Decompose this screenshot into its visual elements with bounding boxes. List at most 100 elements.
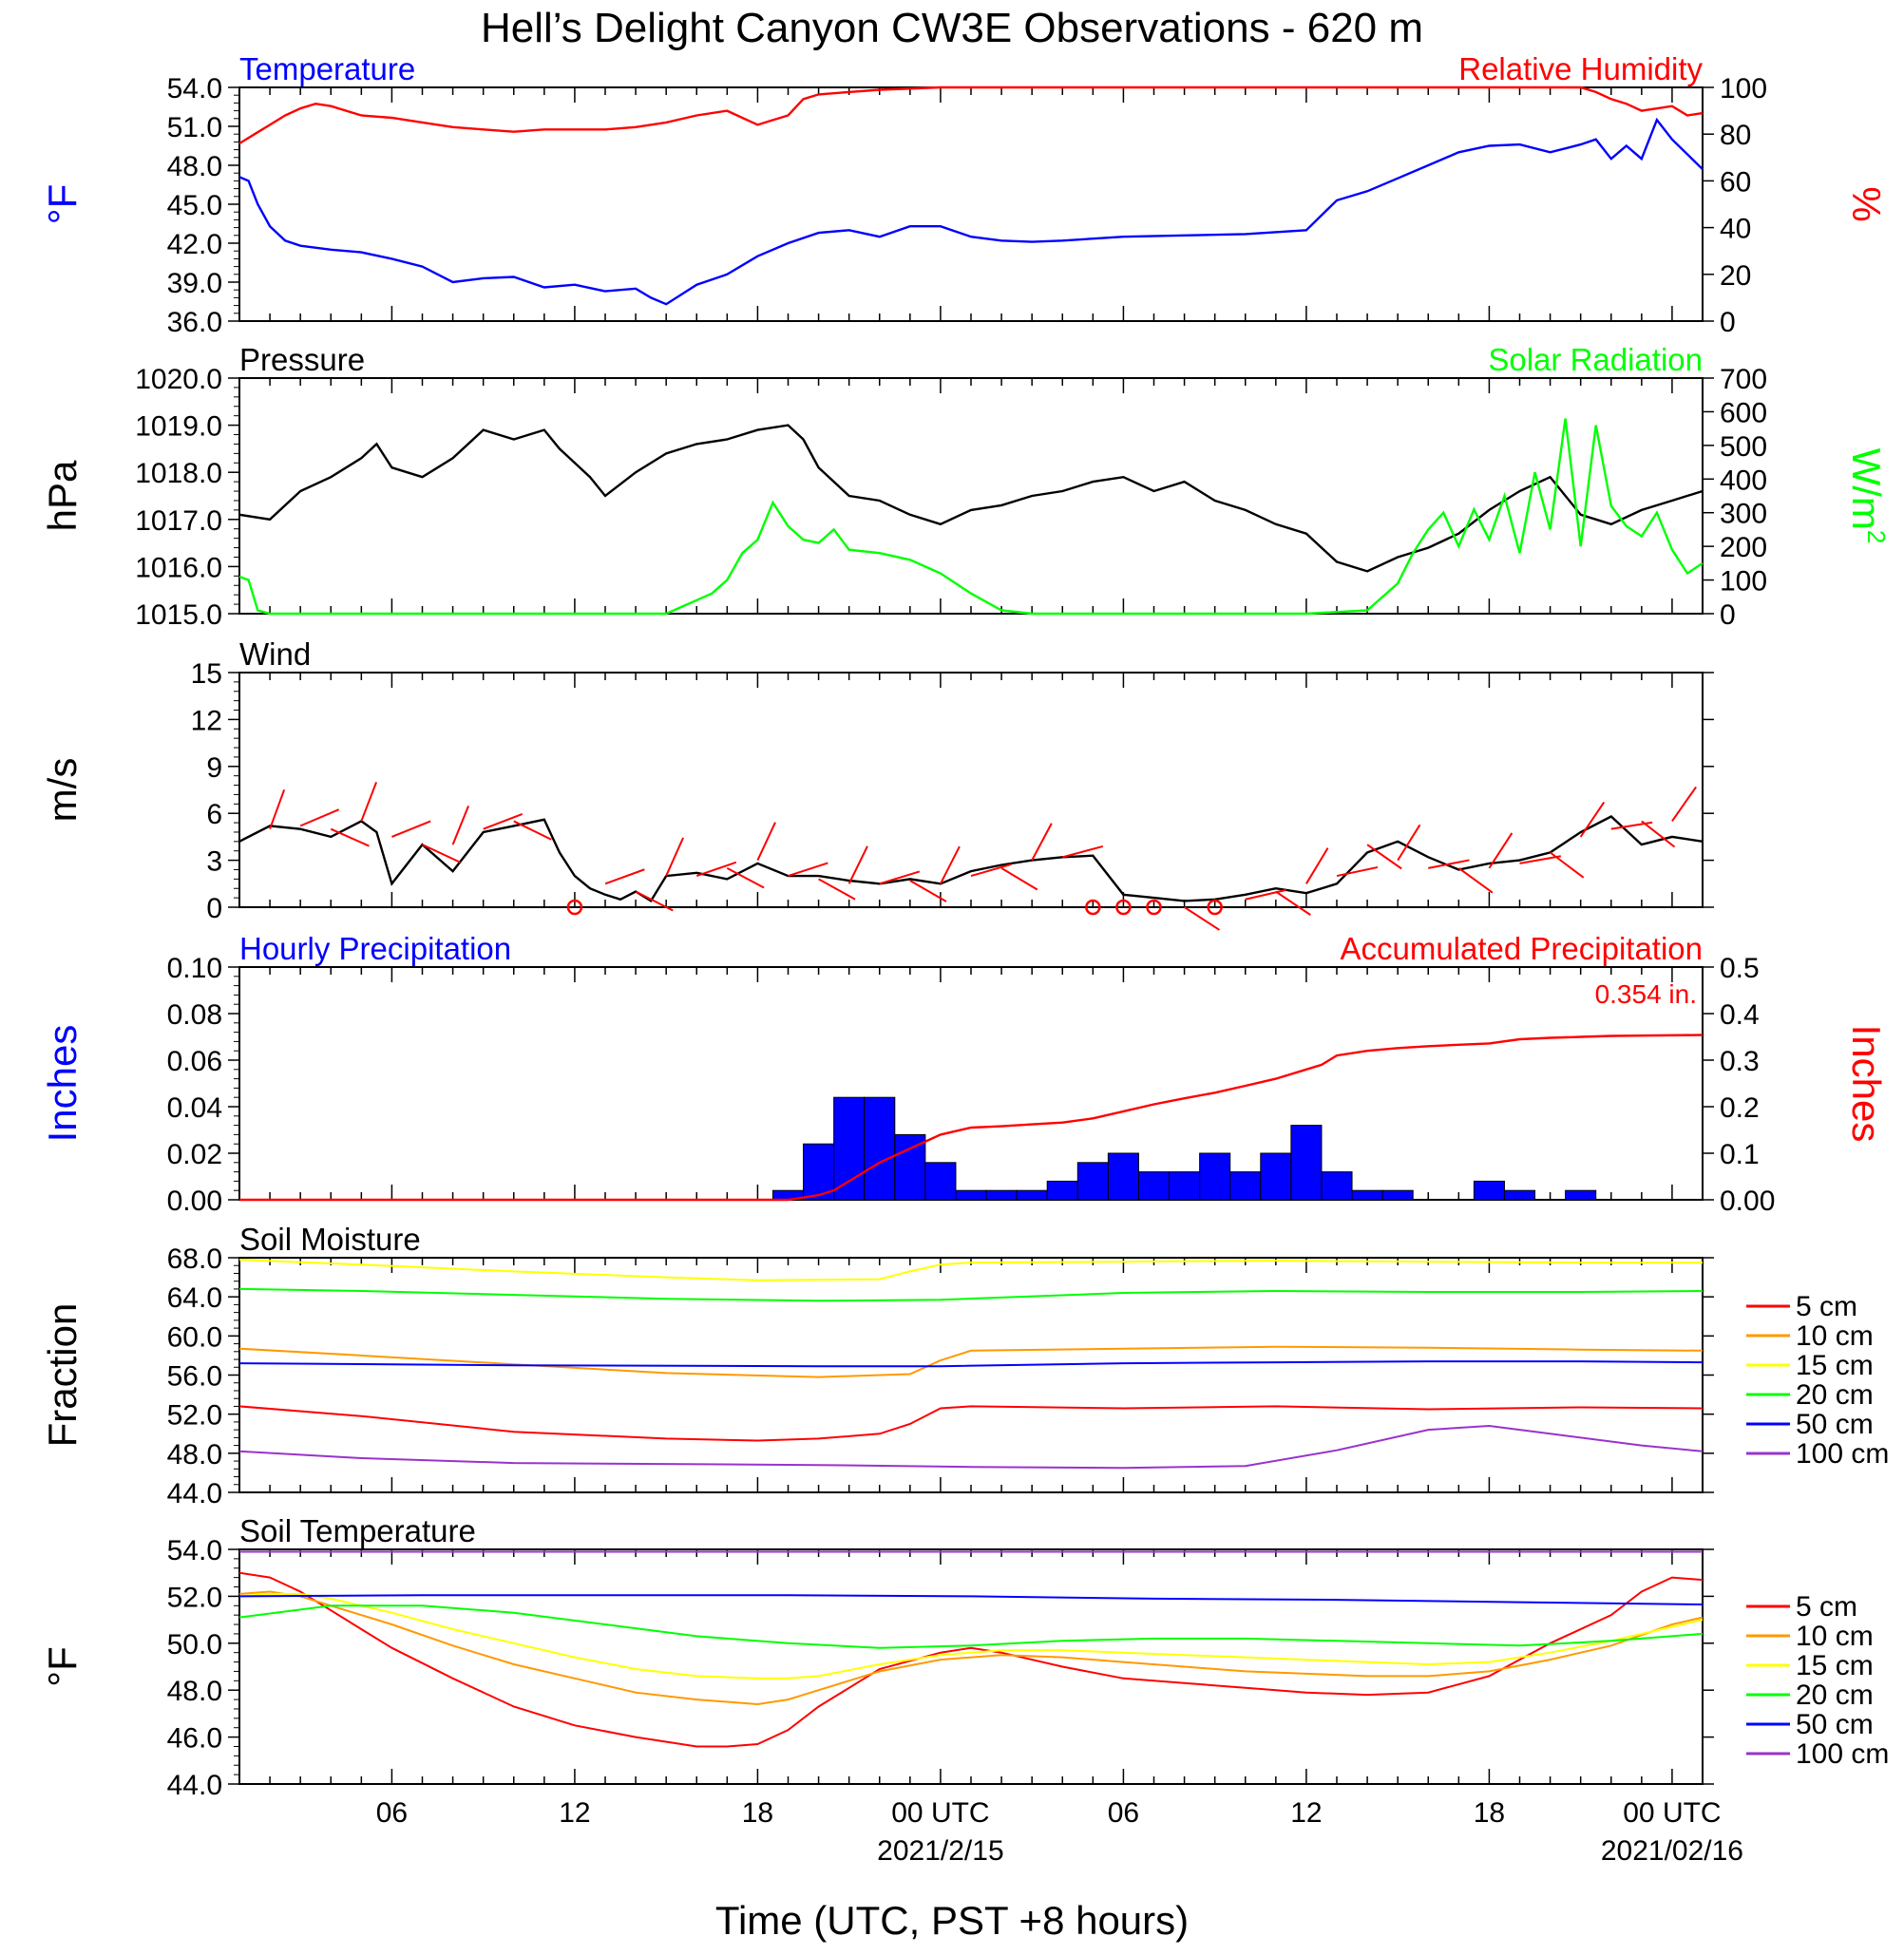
- 100-cm-depth_100-line: [238, 1424, 1704, 1470]
- wind-barb: [1428, 859, 1470, 869]
- y-axis-label-left: °F: [40, 184, 85, 224]
- y-left-tick-label: 39.0: [167, 268, 222, 299]
- 20-cm-depth_20-line: [238, 1287, 1704, 1302]
- panel-title-right: Solar Radiation: [1488, 342, 1703, 377]
- x-date-label: 2021/02/16: [1601, 1835, 1743, 1867]
- wind-barb: [391, 820, 431, 838]
- plot-frame: [238, 86, 1704, 322]
- wind-barb: [635, 890, 674, 912]
- y-left-tick-label: 48.0: [167, 1439, 222, 1471]
- wind-barb: [483, 812, 524, 830]
- calm-wind-marker: [1085, 899, 1101, 916]
- y-right-tick-label: 0.2: [1720, 1092, 1760, 1124]
- legend-label: 10 cm: [1796, 1320, 1874, 1352]
- wind-barb: [847, 845, 868, 884]
- 20-cm-depth_20-line: [238, 1604, 1704, 1649]
- panel-pressure-solar: 1020.0 1019.0 1018.0 1017.0 1016.0 1015.0 7006…: [40, 342, 1891, 631]
- precip-bar: [1473, 1180, 1505, 1201]
- y-left-tick-label: 64.0: [167, 1282, 222, 1314]
- panel-title-left: Pressure: [239, 342, 365, 377]
- y-left-tick-label: 52.0: [167, 1400, 222, 1432]
- precip-bar: [833, 1096, 866, 1201]
- wind-barb: [422, 844, 461, 864]
- precip-bar: [894, 1133, 926, 1201]
- precip-bar: [1321, 1171, 1353, 1201]
- y-left-tick-label: 52.0: [167, 1582, 222, 1613]
- y-left-tick-label: 54.0: [167, 1535, 222, 1566]
- wind-barb: [665, 837, 684, 877]
- wind-barb: [1031, 823, 1053, 862]
- x-date-label: 2021/2/15: [877, 1835, 1003, 1867]
- wind-barb: [1671, 786, 1697, 823]
- 50-cm-depth_50-line: [238, 1360, 1704, 1368]
- wind-barb: [756, 822, 776, 862]
- y-right-tick-label: 500: [1720, 431, 1767, 463]
- precip-bar: [985, 1189, 1018, 1201]
- panel-soil-moisture: 68.0 64.0 60.0 56.0 52.0 48.0 44.0 Soil Moistur…: [40, 1222, 1889, 1509]
- y-axis-label-left: Fraction: [40, 1303, 85, 1448]
- time-axis: 06 12 18 00 UTC 06 12 18 00 UTC 2021/2/15 2021/02…: [376, 1797, 1743, 1867]
- 15-cm-depth_15-line: [238, 1259, 1703, 1281]
- wind-barb: [1488, 832, 1514, 869]
- legend-label: 15 cm: [1796, 1650, 1874, 1681]
- wind-barb: [879, 870, 921, 885]
- wind-barb: [1457, 867, 1494, 894]
- y-right-tick-label: 0.00: [1720, 1186, 1775, 1217]
- panel-soil-temperature: 54.0 52.0 50.0 48.0 46.0 44.0 Soil Temperature…: [40, 1513, 1889, 1801]
- wind-barb: [360, 781, 378, 822]
- y-left-tick-label: 0: [206, 893, 222, 924]
- precip-bar: [1076, 1162, 1109, 1201]
- wind-barb: [818, 878, 856, 901]
- x-tick-label: 12: [1290, 1797, 1322, 1829]
- y-right-tick-label: 600: [1720, 397, 1767, 428]
- legend-label: 20 cm: [1796, 1379, 1874, 1411]
- panel-title-left: Wind: [239, 636, 311, 672]
- y-left-tick-label: 45.0: [167, 190, 222, 221]
- wind-barb: [695, 861, 737, 878]
- y-left-tick-label: 54.0: [167, 73, 222, 104]
- y-right-tick-label: 400: [1720, 465, 1767, 496]
- y-left-tick-label: 50.0: [167, 1629, 222, 1661]
- legend-label: 50 cm: [1796, 1409, 1874, 1440]
- precip-bar: [1381, 1189, 1414, 1201]
- y-left-tick-label: 0.02: [167, 1139, 222, 1170]
- legend-label: 10 cm: [1796, 1621, 1874, 1652]
- x-tick-label: 06: [376, 1797, 408, 1829]
- x-tick-label: 18: [1474, 1797, 1505, 1829]
- y-right-tick-label: 100: [1720, 566, 1767, 598]
- precip-bar: [955, 1189, 987, 1201]
- temperature-line: [238, 117, 1704, 306]
- x-tick-label: 00 UTC: [891, 1797, 989, 1829]
- wind-barb: [330, 827, 370, 847]
- calm-wind-marker: [1146, 899, 1162, 916]
- legend-label: 50 cm: [1796, 1709, 1874, 1740]
- precip-bar: [1565, 1189, 1597, 1201]
- panel-title-left: Temperature: [239, 51, 415, 86]
- y-left-tick-label: 1016.0: [135, 552, 222, 583]
- wind-barb: [1245, 888, 1286, 901]
- precip-bar: [1199, 1152, 1231, 1201]
- precip-bar: [1290, 1125, 1323, 1201]
- legend-label: 20 cm: [1796, 1680, 1874, 1711]
- precip-bar: [1229, 1171, 1262, 1201]
- y-left-tick-label: 51.0: [167, 112, 222, 143]
- y-left-tick-label: 0.00: [167, 1186, 222, 1217]
- y-left-tick-label: 44.0: [167, 1478, 222, 1509]
- panel-title-left: Soil Moisture: [239, 1222, 421, 1257]
- y-right-tick-label: 0.4: [1720, 999, 1760, 1031]
- x-axis-label: Time (UTC, PST +8 hours): [715, 1898, 1189, 1943]
- y-axis-label-right: Inches: [1844, 1025, 1889, 1143]
- wind-barb: [1519, 855, 1562, 864]
- calm-wind-marker: [1207, 899, 1223, 916]
- y-axis-label-left: °F: [40, 1646, 85, 1686]
- y-left-tick-label: 42.0: [167, 229, 222, 260]
- precip-bar: [1137, 1171, 1171, 1201]
- y-left-tick-label: 46.0: [167, 1723, 222, 1755]
- 15-cm-depth_15-line: [238, 1592, 1704, 1680]
- y-left-tick-label: 3: [206, 846, 222, 878]
- x-tick-label: 06: [1108, 1797, 1139, 1829]
- panel-wind: 15 12 9 6 3 0 Wind m/s: [40, 636, 1714, 931]
- legend-label: 15 cm: [1796, 1350, 1874, 1381]
- y-left-tick-label: 6: [206, 799, 222, 830]
